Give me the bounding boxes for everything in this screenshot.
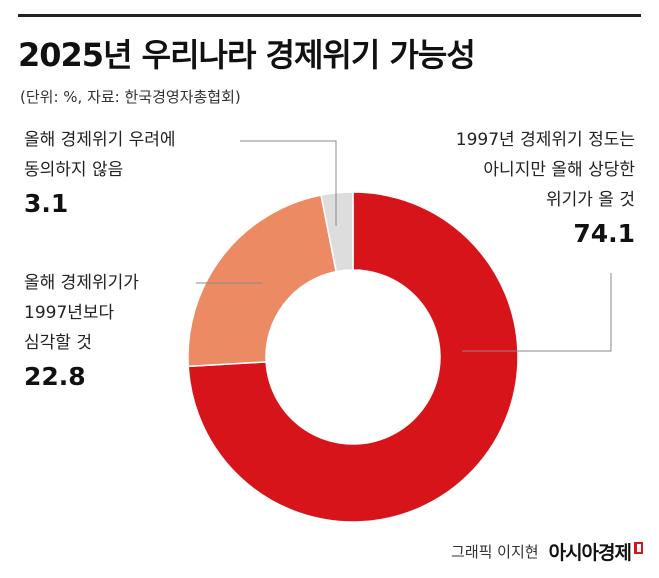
credit-byline: 그래픽 이지현 [451,543,539,561]
label-series-3-value: 3.1 [24,189,69,218]
label-series-3-line-1: 올해 경제위기 우려에 [24,130,176,150]
label-series-2-line-1: 올해 경제위기가 [24,273,139,293]
brand-logo: 아시아경제 [548,542,632,564]
top-rule [18,14,641,17]
donut-slice-2 [187,194,338,368]
label-series-1-value: 74.1 [573,219,635,248]
brand-mark-icon [634,541,643,554]
label-series-1: 1997년 경제위기 정도는 아니지만 올해 상당한 위기가 올 것 74.1 [456,125,635,249]
label-series-3-line-2: 동의하지 않음 [24,160,124,180]
label-series-2-line-2: 1997년보다 [24,303,115,323]
label-series-1-line-3: 위기가 올 것 [545,190,635,210]
label-series-1-line-2: 아니지만 올해 상당한 [483,160,635,180]
label-series-2-value: 22.8 [24,362,86,391]
leader-line-series-1 [462,273,612,352]
leader-line-series-3 [240,140,337,226]
label-series-1-line-1: 1997년 경제위기 정도는 [455,130,635,150]
credit: 그래픽 이지현 아시아경제 [451,538,643,565]
donut-slice-1 [187,191,519,523]
label-series-3: 올해 경제위기 우려에 동의하지 않음 3.1 [24,125,176,219]
chart-subtitle: (단위: %, 자료: 한국경영자총협회) [20,88,241,106]
label-series-2: 올해 경제위기가 1997년보다 심각할 것 22.8 [24,268,139,392]
label-series-2-line-3: 심각할 것 [24,333,92,353]
donut-slice-3 [320,191,354,273]
chart-title: 2025년 우리나라 경제위기 가능성 [18,36,476,74]
